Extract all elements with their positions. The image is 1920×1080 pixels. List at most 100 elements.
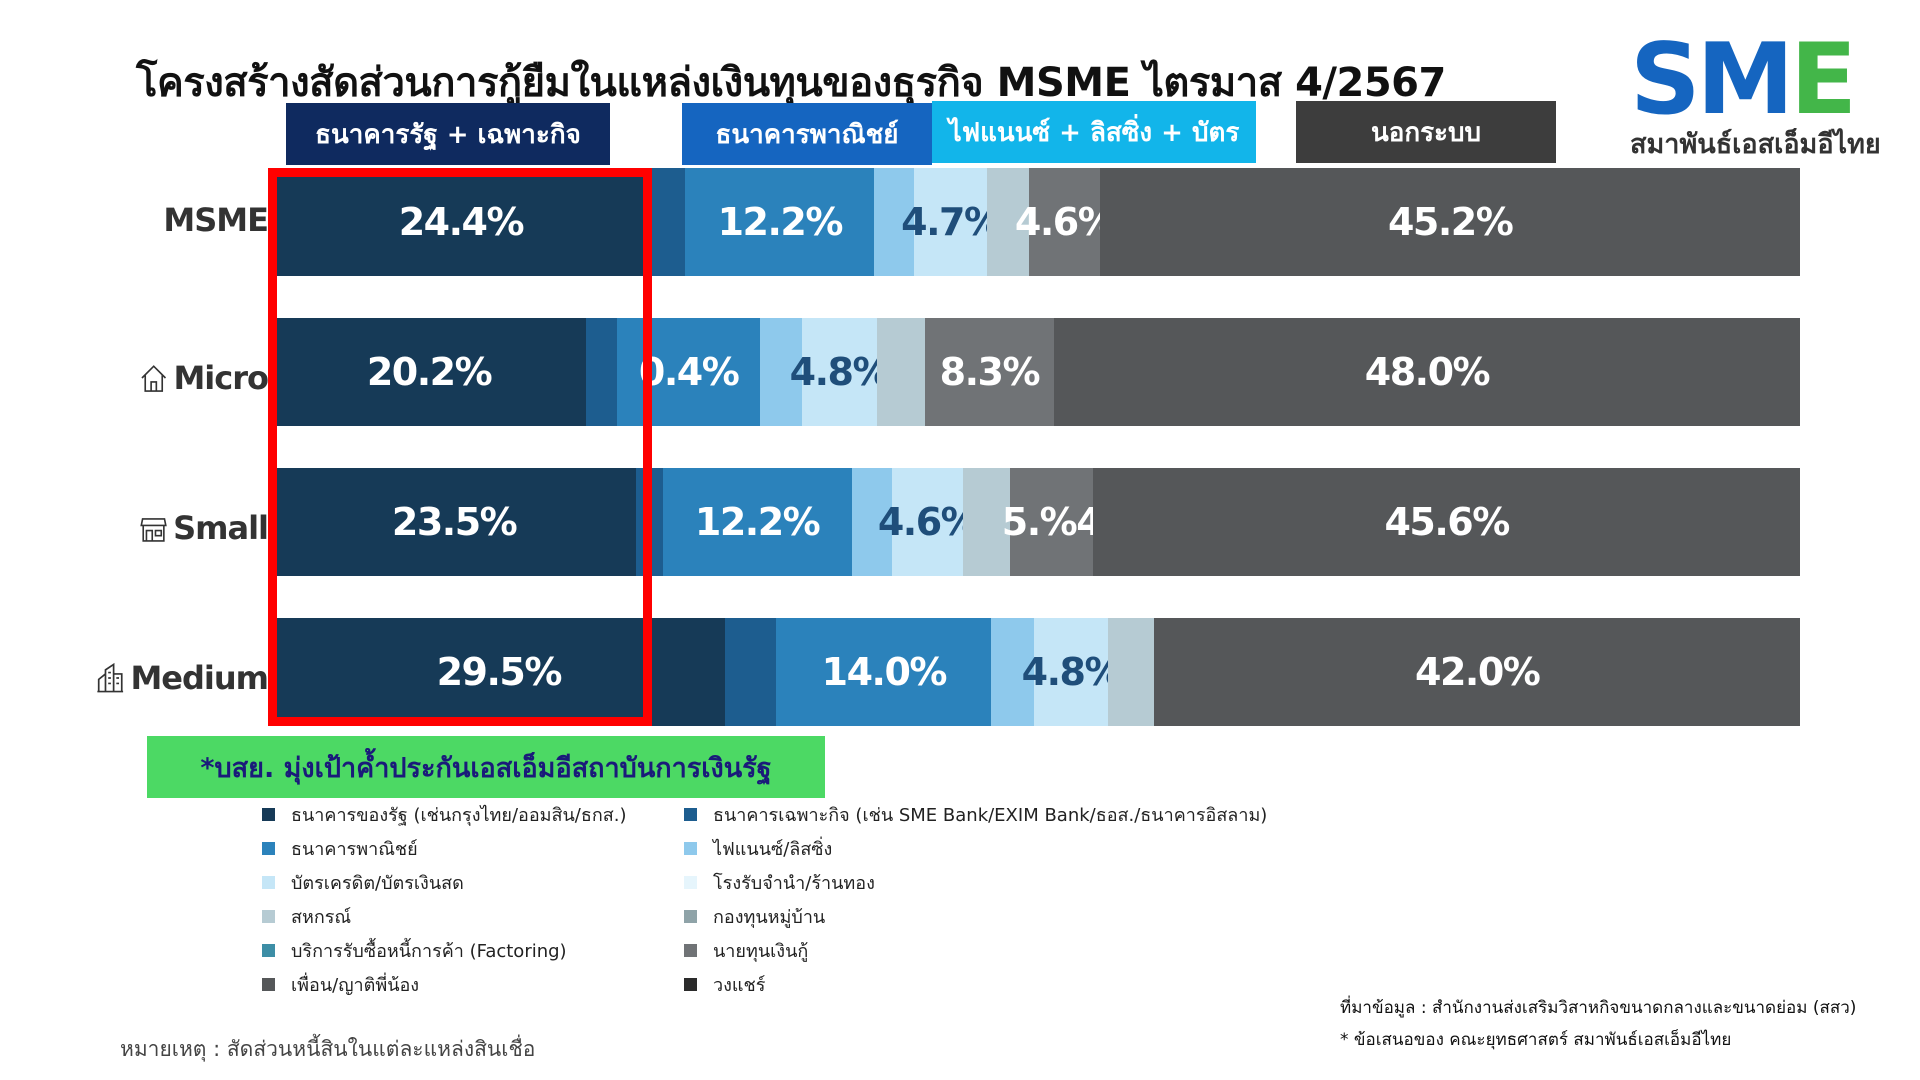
row-label-medium: Medium <box>96 648 269 708</box>
source-line-1: ที่มาข้อมูล : สำนักงานส่งเสริมวิสาหกิจขน… <box>1340 998 1857 1018</box>
row-label-text: Medium <box>130 659 269 697</box>
legend-label: บริการรับซื้อหนี้การค้า (Factoring) <box>291 941 567 962</box>
data-label: 29.5% <box>436 650 563 694</box>
legend-item: วงแชร์ <box>684 970 765 999</box>
bar-segment <box>272 318 586 426</box>
state-bank-highlight-box <box>268 168 652 726</box>
data-label: 48.0% <box>1364 350 1491 394</box>
legend-swatch <box>262 842 275 855</box>
bar-segment <box>891 468 964 576</box>
source-note: ที่มาข้อมูล : สำนักงานส่งเสริมวิสาหกิจขน… <box>1340 992 1856 1056</box>
data-label: 20.2% <box>366 350 493 394</box>
bar-segment <box>760 318 803 426</box>
legend-label: ธนาคารของรัฐ (เช่นกรุงไทย/ออมสิน/ธกส.) <box>291 805 627 826</box>
legend-item: โรงรับจำนำ/ร้านทอง <box>684 868 875 897</box>
bar-segment <box>585 318 618 426</box>
header-commercial-bank: ธนาคารพาณิชย์ <box>682 103 932 165</box>
legend-item: ไฟแนนซ์/ลิสซิ่ง <box>684 834 832 863</box>
bar-row-msme: 24.4% 12.2% 4.7% 4.6% 45.2% <box>272 168 1800 276</box>
data-label: 4.6% <box>877 500 979 544</box>
data-label: 14.0% <box>821 650 948 694</box>
data-label: 12.2% <box>717 200 844 244</box>
bar-segment <box>874 168 915 276</box>
source-line-2: * ข้อเสนอของ คณะยุทธศาสตร์ สมาพันธ์เอสเอ… <box>1340 1030 1732 1050</box>
row-label-small: Small <box>140 498 269 558</box>
row-label-micro: Micro <box>140 348 269 408</box>
bar-segment <box>685 168 875 276</box>
bar-row-micro: 20.2% 0.4% 4.8% 8.3% 48.0% <box>272 318 1800 426</box>
data-label: 24.4% <box>398 200 525 244</box>
legend-swatch <box>262 910 275 923</box>
bar-segment-informal <box>1053 318 1800 426</box>
row-label-msme: MSME <box>140 190 269 250</box>
logo-letter-m: M <box>1696 23 1795 137</box>
legend-swatch <box>262 876 275 889</box>
bar-segment-informal <box>1154 618 1800 726</box>
data-label: 23.5% <box>391 500 518 544</box>
bar-segment <box>662 468 852 576</box>
legend-item: ธนาคารของรัฐ (เช่นกรุงไทย/ออมสิน/ธกส.) <box>262 800 626 829</box>
header-informal: นอกระบบ <box>1296 101 1556 163</box>
remark-note: หมายเหตุ : สัดส่วนหนี้สินในแต่ละแหล่งสิน… <box>120 1037 536 1061</box>
legend-swatch <box>684 978 697 991</box>
data-label: 0.4% <box>638 350 740 394</box>
bar-segment-informal <box>1100 168 1800 276</box>
data-label: 45.6% <box>1384 500 1510 544</box>
bar-segment <box>1009 468 1094 576</box>
legend-item: สหกรณ์ <box>262 902 351 931</box>
sme-logo: SME สมาพันธ์เอสเอ็มอีไทย <box>1630 30 1900 160</box>
shop-icon <box>140 518 167 542</box>
bar-segment <box>272 468 637 576</box>
chart-title: โครงสร้างสัดส่วนการกู้ยืมในแหล่งเงินทุนข… <box>136 60 1446 106</box>
logo-letter-e: E <box>1790 23 1857 137</box>
legend-label: กองทุนหมู่บ้าน <box>713 907 826 928</box>
legend-label: ธนาคารพาณิชย์ <box>291 839 418 860</box>
legend-label: เพื่อน/ญาติพี่น้อง <box>291 975 420 996</box>
legend-swatch <box>684 842 697 855</box>
bar-segment <box>963 468 1010 576</box>
bar-segment <box>924 318 1054 426</box>
data-label: 4.8% <box>1021 650 1123 694</box>
data-label: 4.7% <box>901 200 1002 244</box>
legend-label: วงแชร์ <box>713 975 766 996</box>
data-label: 4.6% <box>1014 200 1116 244</box>
row-label-text: MSME <box>163 201 269 239</box>
logo-letter-s: S <box>1630 23 1701 137</box>
data-label: 45.2% <box>1387 200 1514 244</box>
legend-label: สหกรณ์ <box>291 907 352 928</box>
legend-label: โรงรับจำนำ/ร้านทอง <box>713 873 875 894</box>
house-icon <box>141 365 167 392</box>
header-state-bank: ธนาคารรัฐ + เฉพาะกิจ <box>286 103 610 165</box>
building-icon <box>97 662 124 693</box>
bar-segment <box>1034 618 1109 726</box>
bar-segment <box>272 168 650 276</box>
logo-mark: SME <box>1630 30 1857 130</box>
legend-label: นายทุนเงินกู้ <box>713 941 809 962</box>
logo-subtitle: สมาพันธ์เอสเอ็มอีไทย <box>1630 129 1881 160</box>
row-label-text: Micro <box>173 359 269 397</box>
legend-item: บัตรเครดิต/บัตรเงินสด <box>262 868 464 897</box>
bar-segment <box>725 618 777 726</box>
legend-item: เพื่อน/ญาติพี่น้อง <box>262 970 419 999</box>
data-label: 12.2% <box>694 500 821 544</box>
legend-swatch <box>684 944 697 957</box>
data-label: 5.%4 <box>1001 500 1103 544</box>
legend-label: บัตรเครดิต/บัตรเงินสด <box>291 873 464 894</box>
data-label: 42.0% <box>1415 650 1541 694</box>
legend-swatch <box>684 910 697 923</box>
legend-swatch <box>262 808 275 821</box>
legend-item: ธนาคารพาณิชย์ <box>262 834 418 863</box>
bar-segment <box>649 168 686 276</box>
legend-swatch <box>684 808 697 821</box>
legend-item: นายทุนเงินกู้ <box>684 936 808 965</box>
bar-segment <box>802 318 877 426</box>
header-finance-leasing-card: ไฟแนนซ์ + ลิสซิ่ง + บัตร <box>932 101 1256 163</box>
legend-swatch <box>684 876 697 889</box>
bar-segment <box>617 318 761 426</box>
data-label: 8.3% <box>939 350 1041 394</box>
legend-label: ไฟแนนซ์/ลิสซิ่ง <box>713 839 833 860</box>
legend-swatch <box>262 978 275 991</box>
bar-segment <box>1029 168 1101 276</box>
legend-swatch <box>262 944 275 957</box>
bar-row-small: 23.5% 12.2% 4.6% 5.%4 45.6% <box>272 468 1800 576</box>
